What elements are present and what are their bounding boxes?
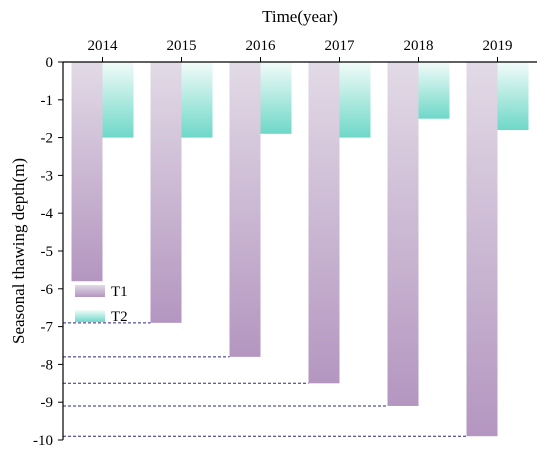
legend-swatch-t1 (75, 285, 105, 297)
reference-lines (63, 322, 467, 437)
y-tick-label: -7 (41, 320, 54, 336)
bar-t2-2015 (181, 62, 213, 138)
y-tick-label: -3 (41, 168, 54, 184)
legend-label-t1: T1 (111, 284, 128, 300)
x-tick-label-2014: 2014 (88, 38, 119, 54)
y-tick-label: -9 (41, 395, 54, 411)
x-axis-title: Time(year) (262, 7, 338, 26)
bar-t2-2019 (497, 62, 529, 131)
x-tick-label-2017: 2017 (325, 38, 356, 54)
axes: 0 -1 -2 -3 -4 -5 -6 -7 -8 -9 -10 2014 2015 2016 2017 20… (33, 38, 537, 449)
x-tick-label-2016: 2016 (246, 38, 277, 54)
x-tick-label-2019: 2019 (483, 38, 513, 54)
x-tick-label-2015: 2015 (167, 38, 197, 54)
x-tick-label-2018: 2018 (404, 38, 434, 54)
bar-t2-2018 (418, 62, 450, 119)
bars (71, 62, 529, 437)
y-tick-label: -4 (41, 206, 54, 222)
y-tick-label: 0 (46, 55, 54, 71)
bar-t1-2017 (308, 62, 340, 384)
y-tick-label: -5 (41, 244, 54, 260)
legend-swatch-t2 (75, 310, 105, 322)
bar-t1-2016 (229, 62, 261, 357)
bar-t2-2017 (339, 62, 371, 138)
legend-label-t2: T2 (111, 309, 128, 325)
y-tick-label: -6 (41, 282, 54, 298)
bar-t1-2019 (466, 62, 498, 437)
legend: T1 T2 (75, 284, 128, 325)
y-tick-label: -1 (41, 93, 54, 109)
y-tick-label: -10 (33, 433, 53, 449)
y-tick-label: -2 (41, 131, 54, 147)
bar-t1-2014 (71, 62, 103, 282)
bar-t1-2018 (387, 62, 419, 406)
y-axis-title: Seasonal thawing depth(m) (9, 158, 28, 344)
bar-t1-2015 (150, 62, 182, 323)
y-tick-label: -8 (41, 357, 54, 373)
bar-t2-2014 (102, 62, 134, 138)
bar-t2-2016 (260, 62, 292, 134)
